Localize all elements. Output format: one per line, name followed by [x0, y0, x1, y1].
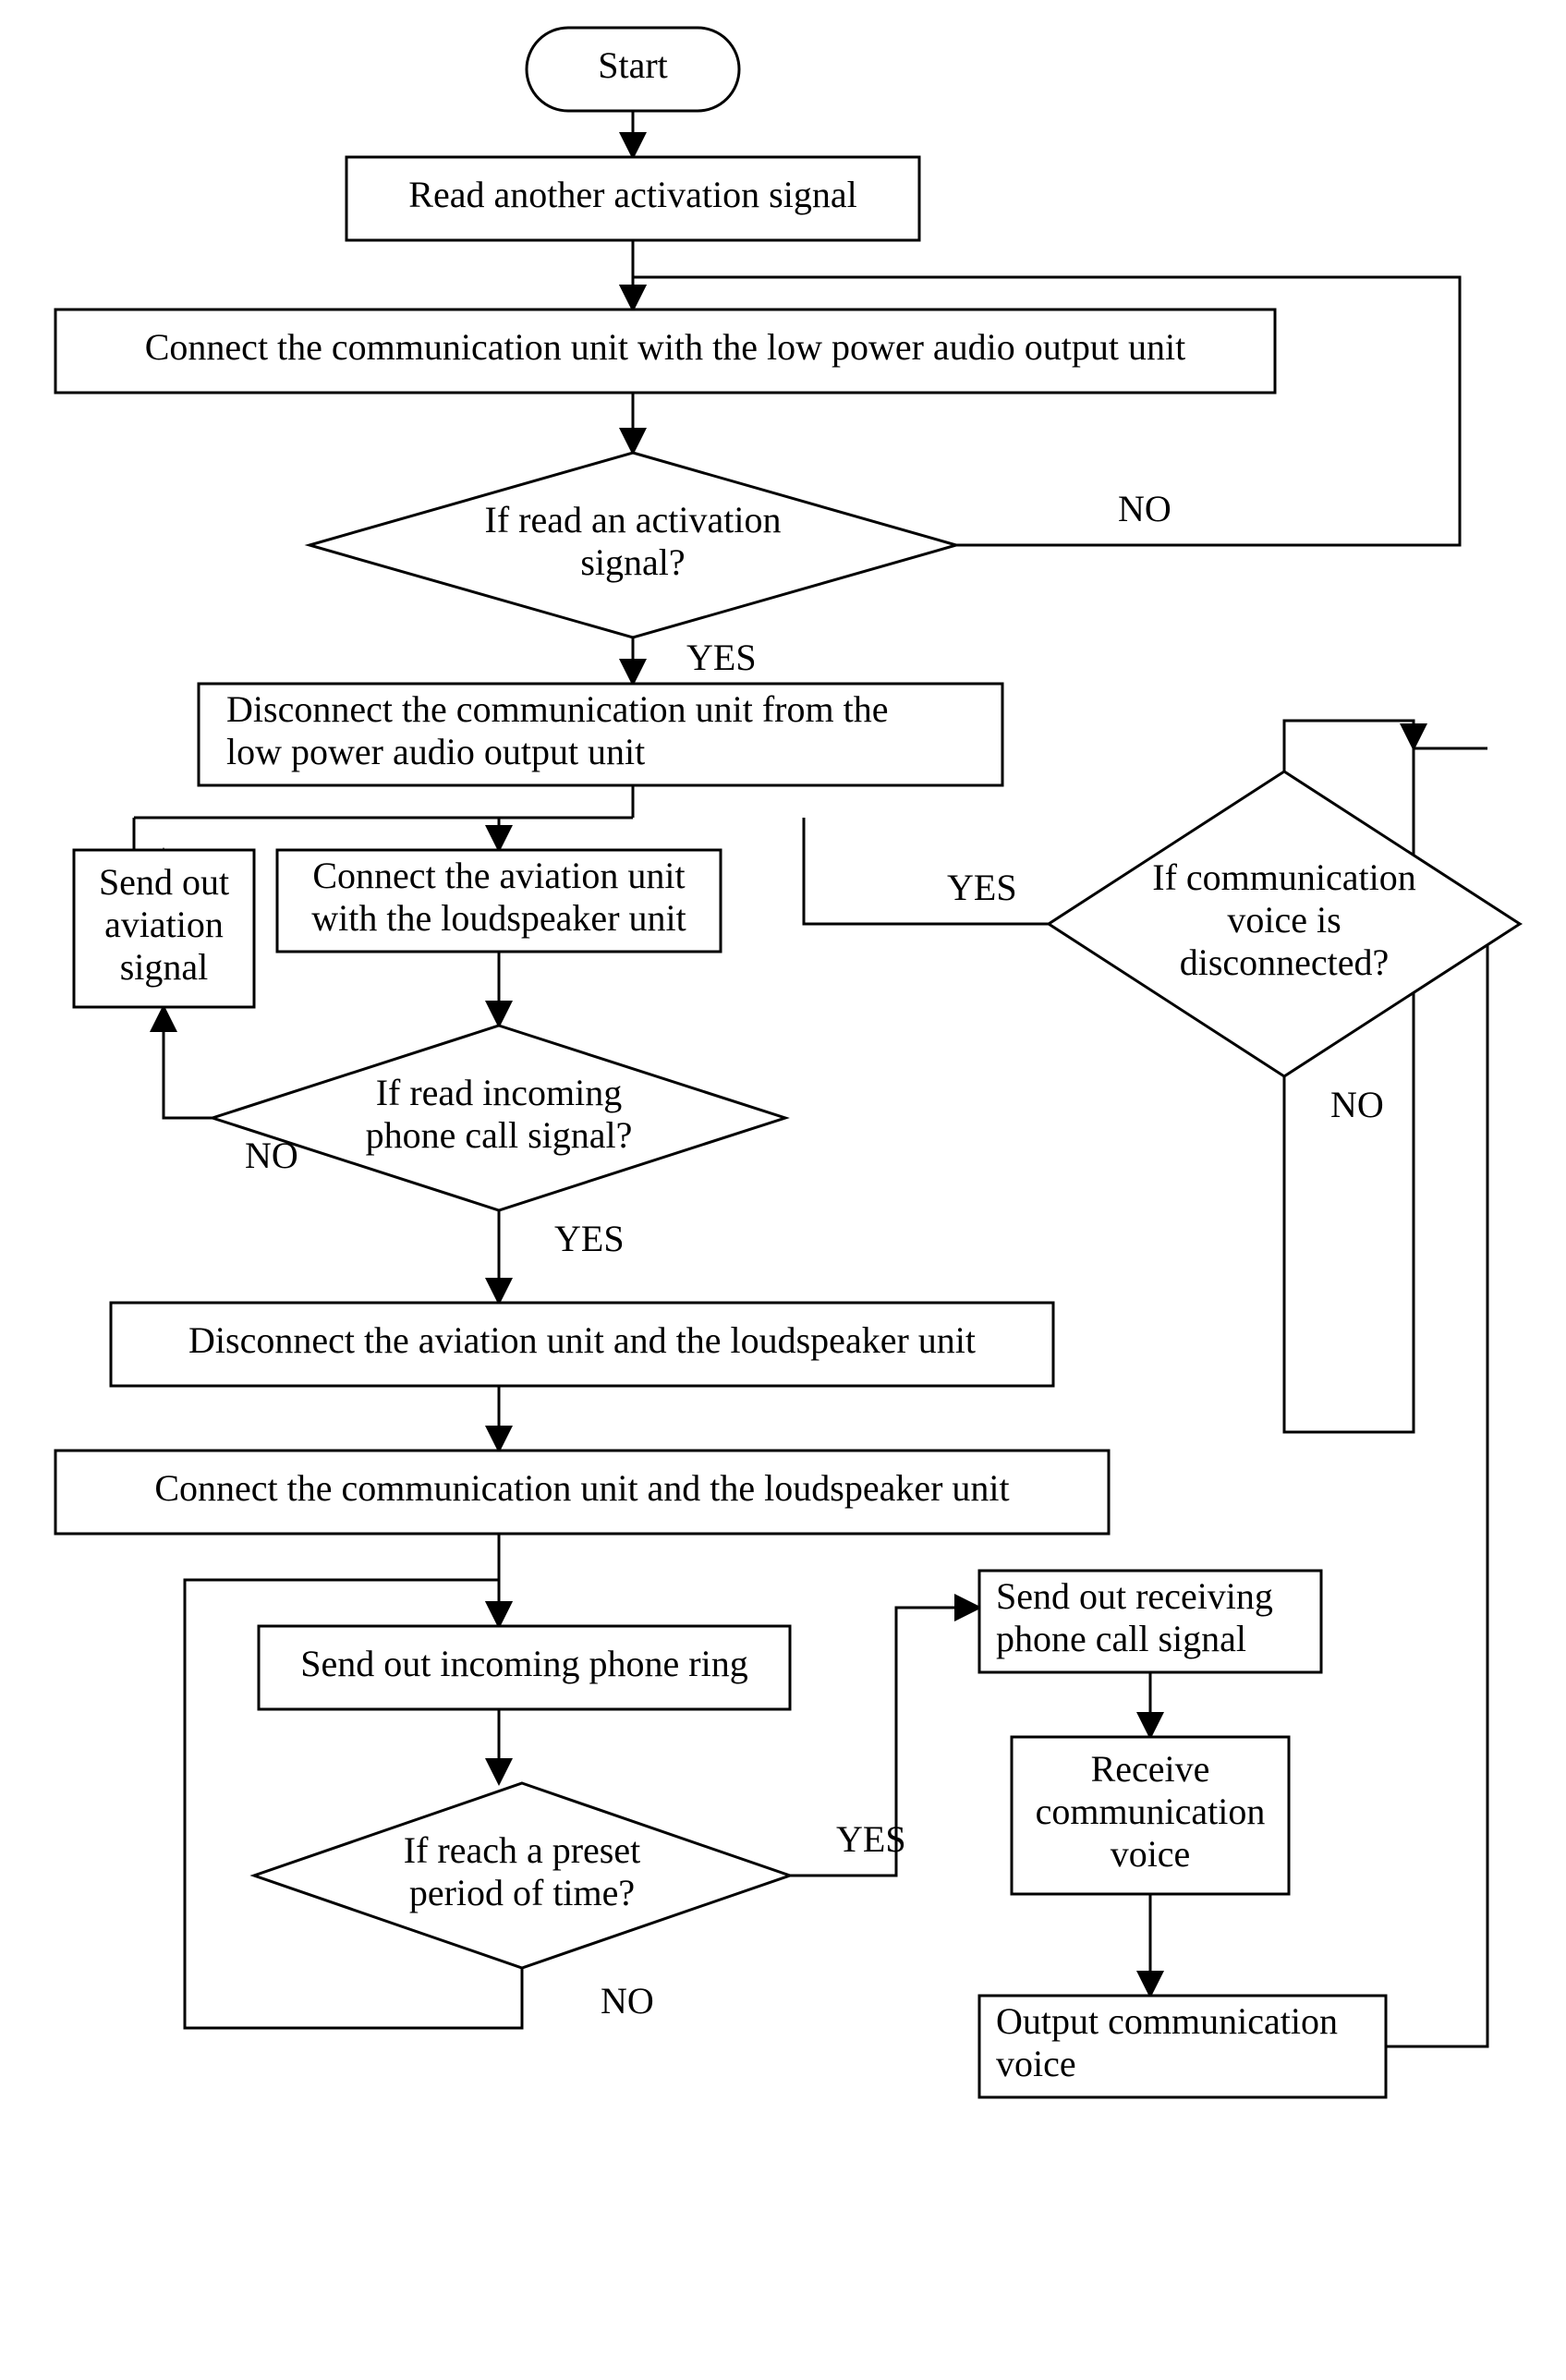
node-label: Receive — [1091, 1748, 1210, 1790]
node-label: Connect the communication unit with the … — [145, 326, 1185, 368]
node-label: If reach a preset — [404, 1829, 640, 1871]
node-label: low power audio output unit — [226, 731, 645, 772]
edge-label: NO — [1118, 488, 1171, 529]
edge-label: NO — [601, 1980, 654, 2022]
node-label: voice — [1111, 1833, 1191, 1875]
node-label: Read another activation signal — [408, 174, 856, 215]
node-label: with the loudspeaker unit — [311, 897, 686, 939]
node-label: If read incoming — [376, 1072, 623, 1113]
edge-label: YES — [686, 637, 757, 678]
node-label: aviation — [104, 904, 224, 945]
node-label: Output communication — [996, 2000, 1338, 2042]
node-label: disconnected? — [1180, 941, 1390, 983]
edge-label: YES — [554, 1218, 625, 1259]
node-label: Disconnect the aviation unit and the lou… — [188, 1319, 976, 1361]
flowchart-canvas: NOYESNOYESNOYESYESNOStartRead another ac… — [0, 0, 1566, 2380]
node-label: voice is — [1227, 899, 1341, 941]
node-label: signal? — [580, 541, 685, 583]
node-label: Connect the communication unit and the l… — [154, 1467, 1009, 1509]
node-label: If communication — [1152, 856, 1415, 898]
flow-edge — [1386, 924, 1520, 2046]
node-label: period of time? — [409, 1872, 635, 1913]
node-label: Disconnect the communication unit from t… — [226, 688, 888, 730]
flow-edge — [164, 1007, 212, 1118]
node-label: voice — [996, 2043, 1076, 2084]
node-label: Send out receiving — [996, 1575, 1273, 1617]
node-label: phone call signal — [996, 1618, 1246, 1659]
node-label: phone call signal? — [366, 1114, 633, 1156]
edge-label: NO — [1330, 1084, 1384, 1125]
edge-label: YES — [836, 1818, 906, 1860]
node-label: communication — [1036, 1791, 1266, 1832]
node-label: Send out — [99, 861, 229, 903]
edge-label: YES — [947, 867, 1017, 908]
node-label: Start — [598, 44, 668, 86]
node-label: signal — [120, 946, 209, 988]
node-label: Send out incoming phone ring — [300, 1643, 747, 1684]
node-label: Connect the aviation unit — [312, 855, 685, 896]
flow-edge — [1284, 721, 1414, 771]
node-label: If read an activation — [485, 499, 782, 540]
